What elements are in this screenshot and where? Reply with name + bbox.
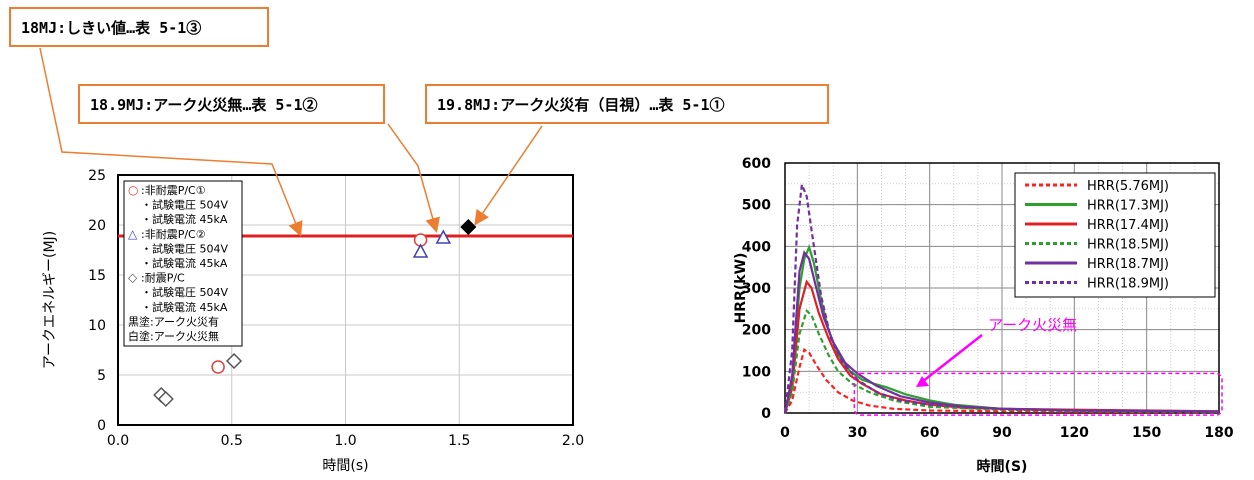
y-tick-label: 300 — [742, 281, 771, 297]
x-tick-label: 0 — [780, 425, 790, 441]
legend-label: HRR(17.4MJ) — [1087, 218, 1169, 233]
legend-text: ・試験電圧 504V — [141, 198, 228, 212]
x-tick-label: 0.5 — [221, 433, 243, 449]
legend-box — [1014, 172, 1216, 298]
annotation-label: アーク火災無 — [988, 316, 1077, 334]
legend-text: ・試験電圧 504V — [141, 285, 228, 299]
data-point-triangle — [412, 243, 429, 258]
legend-series-label: :非耐震P/C① — [141, 184, 206, 197]
legend-series-label: :耐震P/C — [141, 272, 185, 285]
legend-series-label: :非耐震P/C② — [141, 228, 206, 241]
y-tick-label: 0 — [761, 406, 771, 422]
x-tick-label: 150 — [1132, 425, 1161, 441]
y-axis-label: アークエネルギー(MJ) — [42, 231, 58, 369]
legend-label: HRR(17.3MJ) — [1087, 199, 1169, 214]
y-tick-label: 15 — [88, 268, 106, 284]
legend-symbol: △ — [128, 227, 138, 241]
callout-threshold: 18MJ:しきい値…表 5-1③ — [9, 7, 269, 47]
y-tick-label: 600 — [742, 156, 771, 172]
x-axis-label: 時間(S) — [977, 458, 1028, 475]
legend-label: HRR(18.9MJ) — [1087, 277, 1169, 292]
y-tick-label: 20 — [88, 218, 106, 234]
legend-text: ・試験電圧 504V — [141, 241, 228, 255]
y-tick-label: 200 — [742, 323, 771, 339]
legend-text: 白塗:アーク火災無 — [128, 329, 219, 343]
y-tick-label: 500 — [742, 198, 771, 214]
x-tick-label: 120 — [1060, 425, 1089, 441]
legend-label: HRR(5.76MJ) — [1087, 179, 1169, 194]
y-axis-label: HRR(kW) — [733, 253, 749, 324]
x-tick-label: 0.0 — [107, 433, 129, 449]
data-point-circle — [211, 360, 225, 374]
callout-fire: 19.8MJ:アーク火災有（目視）…表 5-1① — [425, 84, 829, 124]
arc-energy-chart: 0.0 0.5 1.0 1.5 2.0 0 5 10 15 20 25 時間(s) アークエネルギー(M… — [39, 47, 584, 474]
y-tick-label: 0 — [97, 418, 106, 434]
y-tick-label: 100 — [742, 364, 771, 380]
x-tick-label: 1.0 — [334, 433, 356, 449]
y-tick-label: 5 — [97, 368, 106, 384]
x-tick-label: 60 — [920, 425, 940, 441]
legend-text: ・試験電流 45kA — [141, 256, 228, 270]
legend-label: HRR(18.7MJ) — [1087, 257, 1169, 272]
no-fire-region-box — [853, 372, 1223, 416]
data-point-diamond — [460, 218, 477, 236]
legend-box — [123, 180, 243, 347]
annotation-arrow — [921, 334, 983, 383]
y-tick-label: 10 — [88, 318, 106, 334]
callout-no-fire: 18.9MJ:アーク火災無…表 5-1② — [78, 84, 385, 124]
data-point-diamond — [225, 352, 243, 370]
legend-text: ・試験電流 45kA — [141, 212, 228, 226]
x-axis-label: 時間(s) — [322, 458, 368, 474]
x-tick-label: 30 — [848, 425, 868, 441]
y-tick-label: 25 — [88, 168, 106, 184]
legend-label: HRR(18.5MJ) — [1087, 238, 1169, 253]
x-tick-label: 2.0 — [562, 433, 584, 449]
series-line — [783, 308, 1220, 414]
callout-arrow-threshold — [39, 47, 303, 237]
y-tick-label: 400 — [742, 239, 771, 255]
series-line — [784, 348, 1220, 414]
legend-text: ・試験電流 45kA — [141, 300, 228, 314]
x-tick-label: 90 — [992, 425, 1012, 441]
plot-frame — [784, 162, 1220, 414]
data-point-diamond — [157, 390, 174, 408]
legend-symbol: ○ — [128, 183, 138, 197]
x-tick-label: 1.5 — [448, 433, 470, 449]
series-line — [783, 180, 1220, 414]
legend-text: 黒塗:アーク火災有 — [128, 314, 219, 328]
annotation-arrowhead — [916, 376, 929, 387]
plot-frame — [117, 174, 574, 426]
legend-symbol: ◇ — [128, 271, 138, 285]
callout-arrow-no-fire — [387, 123, 440, 233]
x-tick-label: 180 — [1204, 425, 1233, 441]
data-point-triangle — [435, 229, 452, 244]
callout-arrow-fire — [474, 125, 543, 226]
